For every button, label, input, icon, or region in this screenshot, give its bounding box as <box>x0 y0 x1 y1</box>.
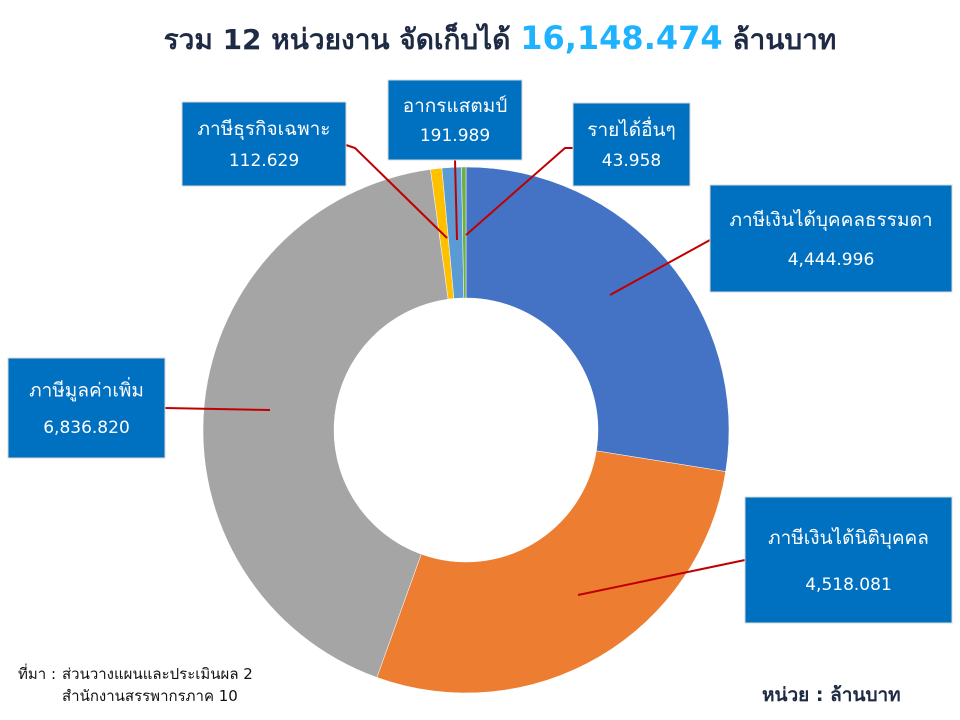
total-label: 16,148.474 <box>520 19 723 57</box>
category-label: รายได้อื่นๆ <box>587 116 676 141</box>
label-box <box>7 357 166 459</box>
category-label: ภาษีธุรกิจเฉพาะ <box>198 118 331 141</box>
leader-line <box>577 559 746 596</box>
category-label: ภาษีมูลค่าเพิ่ม <box>29 377 144 402</box>
value-label: 4,444.996 <box>788 250 875 270</box>
title-unit: ล้านบาท <box>732 23 837 56</box>
label-box <box>744 496 953 624</box>
label-box <box>181 101 347 187</box>
donut-slice <box>461 166 467 299</box>
donut-slice <box>376 450 726 694</box>
label-box <box>709 184 953 293</box>
category-label: ภาษีเงินได้นิติบุคคล <box>768 527 929 550</box>
value-label: 191.989 <box>420 126 490 146</box>
unit-note: หน่วย : ล้านบาท <box>762 684 901 706</box>
leader-line <box>609 239 711 296</box>
value-label: 6,836.820 <box>43 418 130 438</box>
leader-line <box>345 144 448 239</box>
title-text: รวม 12 หน่วยงาน จัดเก็บได้ <box>163 23 511 56</box>
label-box <box>387 79 523 161</box>
chart-title: รวม 12 หน่วยงาน จัดเก็บได้ 16,148.474 ล้… <box>0 18 960 62</box>
donut-slice <box>465 166 730 472</box>
label-box <box>572 102 691 187</box>
category-label: อากรแสตมป์ <box>403 95 508 117</box>
value-label: 112.629 <box>229 151 299 171</box>
leader-line <box>465 147 573 236</box>
value-label: 4,518.081 <box>805 575 892 595</box>
category-label: ภาษีเงินได้บุคคลธรรมดา <box>729 209 932 232</box>
source-line: สำนักงานสรรพากรภาค 10 <box>62 687 238 705</box>
source-label: ที่มา : <box>18 665 57 683</box>
leader-line <box>454 159 458 241</box>
source-line: ส่วนวางแผนและประเมินผล 2 <box>62 665 253 683</box>
value-label: 43.958 <box>602 151 661 171</box>
leader-line <box>164 407 271 411</box>
